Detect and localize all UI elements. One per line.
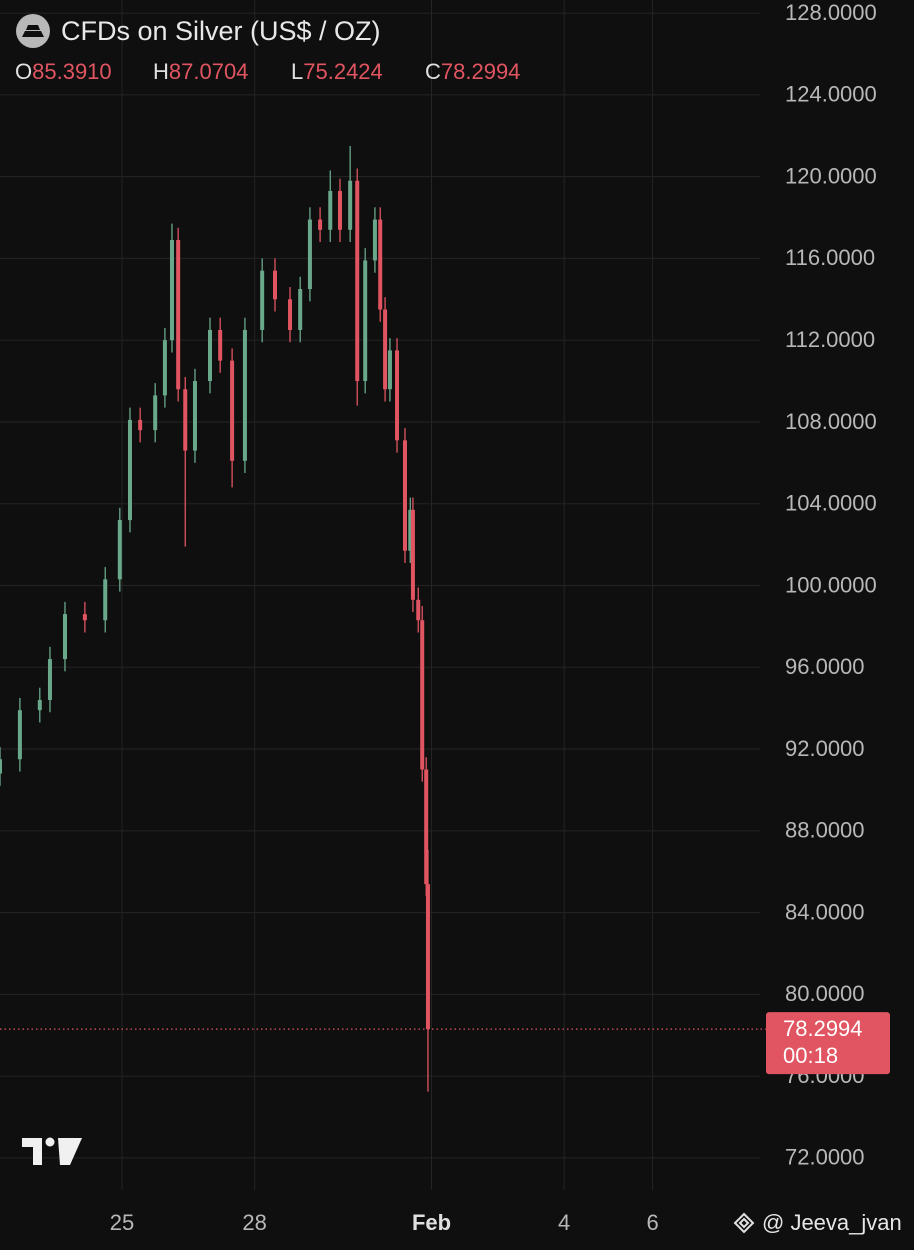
candle-body bbox=[395, 350, 400, 441]
y-tick-label: 88.0000 bbox=[785, 818, 865, 843]
x-tick-label: 6 bbox=[646, 1210, 658, 1235]
symbol-icon bbox=[16, 14, 50, 48]
candle-body bbox=[402, 440, 407, 551]
candles bbox=[0, 145, 766, 1092]
watermark: @ Jeeva_jvan bbox=[762, 1210, 902, 1235]
candle-body bbox=[416, 599, 421, 621]
x-tick-label: 28 bbox=[242, 1210, 266, 1235]
ohlc-value: 85.3910 bbox=[32, 59, 112, 84]
ohlc-key: O bbox=[15, 59, 32, 84]
candle-body bbox=[410, 509, 415, 600]
candle-body bbox=[424, 769, 429, 885]
candle-body bbox=[169, 240, 174, 341]
grid bbox=[0, 0, 760, 1190]
ohlc-value: 87.0704 bbox=[169, 59, 249, 84]
candle-body bbox=[192, 381, 197, 451]
y-tick-label: 120.0000 bbox=[785, 163, 877, 188]
ohlc-value: 75.2424 bbox=[303, 59, 383, 84]
y-tick-label: 72.0000 bbox=[785, 1145, 865, 1170]
candle-body bbox=[230, 360, 235, 461]
watermark-icon bbox=[733, 1212, 755, 1234]
candle-body bbox=[307, 219, 312, 290]
ohlc-item: C78.2994 bbox=[425, 59, 520, 84]
candle-body bbox=[208, 329, 213, 382]
y-tick-label: 96.0000 bbox=[785, 654, 865, 679]
candle-body bbox=[420, 620, 425, 770]
candle-body bbox=[82, 614, 87, 621]
ohlc-item: L75.2424 bbox=[291, 59, 383, 84]
candle-body bbox=[318, 219, 323, 230]
candle-body bbox=[337, 190, 342, 230]
y-tick-label: 108.0000 bbox=[785, 409, 877, 434]
price-tag-value: 78.2994 bbox=[783, 1016, 863, 1041]
y-tick-label: 84.0000 bbox=[785, 899, 865, 924]
candle-body bbox=[17, 710, 22, 760]
candle-body bbox=[288, 299, 293, 330]
candle-body bbox=[363, 260, 368, 382]
candle-body bbox=[355, 180, 360, 382]
candle-body bbox=[162, 340, 167, 396]
candle-body bbox=[103, 579, 108, 621]
ohlc-item: H87.0704 bbox=[153, 59, 248, 84]
ohlc-item: O85.3910 bbox=[15, 59, 112, 84]
candle-body bbox=[328, 190, 333, 230]
candle-body bbox=[298, 289, 303, 330]
chart-title: CFDs on Silver (US$ / OZ) bbox=[61, 16, 381, 46]
candle-body bbox=[47, 659, 52, 700]
price-tag-time: 00:18 bbox=[783, 1043, 838, 1068]
candle-body bbox=[153, 395, 158, 431]
ohlc-value: 78.2994 bbox=[441, 59, 521, 84]
candle-body bbox=[372, 219, 377, 261]
candle-body bbox=[176, 240, 181, 390]
candle-body bbox=[117, 520, 122, 580]
y-tick-label: 124.0000 bbox=[785, 82, 877, 107]
ohlc-key: C bbox=[425, 59, 441, 84]
candle-body bbox=[272, 270, 277, 300]
candle-body bbox=[260, 270, 265, 330]
candle-body bbox=[348, 180, 353, 230]
labels: 72.000076.000080.000084.000088.000092.00… bbox=[15, 0, 890, 1235]
candle-body bbox=[242, 329, 247, 461]
candle-body bbox=[62, 614, 67, 660]
candle-body bbox=[378, 219, 383, 310]
candle-body bbox=[218, 329, 223, 361]
candle-body bbox=[138, 419, 143, 431]
y-tick-label: 116.0000 bbox=[785, 245, 875, 270]
x-tick-label: Feb bbox=[412, 1210, 451, 1235]
price-tag bbox=[766, 1012, 890, 1075]
x-tick-label: 25 bbox=[110, 1210, 134, 1235]
tv-logo bbox=[22, 1137, 82, 1165]
y-tick-label: 80.0000 bbox=[785, 981, 865, 1006]
y-tick-label: 104.0000 bbox=[785, 491, 877, 516]
ohlc-key: H bbox=[153, 59, 169, 84]
candle-body bbox=[408, 509, 413, 551]
candle-body bbox=[425, 884, 430, 1030]
y-tick-label: 128.0000 bbox=[785, 0, 877, 25]
candle-body bbox=[387, 350, 392, 390]
candle-body bbox=[0, 759, 2, 774]
candle-body bbox=[383, 309, 388, 390]
y-tick-label: 100.0000 bbox=[785, 572, 877, 597]
candle-body bbox=[127, 419, 132, 521]
candle-body bbox=[37, 699, 42, 711]
x-tick-label: 4 bbox=[558, 1210, 570, 1235]
candle-body bbox=[183, 389, 188, 451]
ohlc-key: L bbox=[291, 59, 303, 84]
y-tick-label: 112.0000 bbox=[785, 327, 875, 352]
y-tick-label: 92.0000 bbox=[785, 736, 865, 761]
